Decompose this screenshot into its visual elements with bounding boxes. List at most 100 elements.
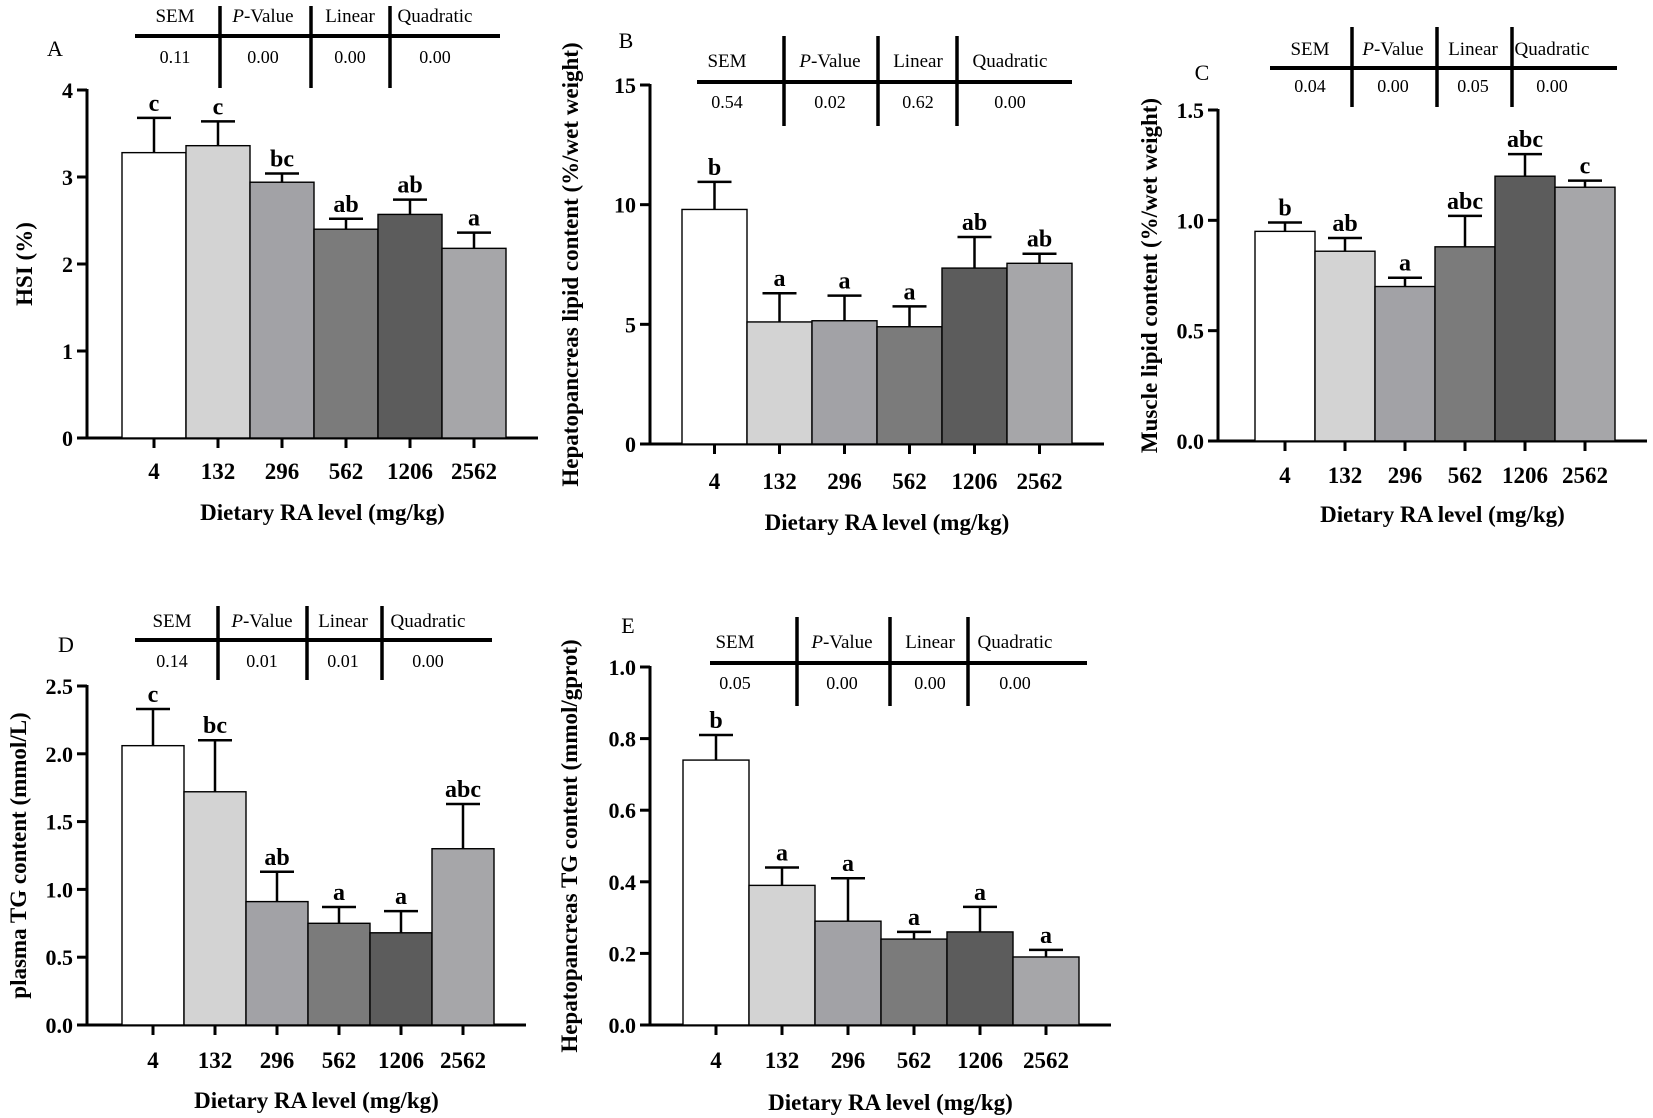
significance-letter: ab bbox=[333, 192, 358, 218]
significance-letter: c bbox=[148, 682, 159, 708]
y-tick-label: 10 bbox=[614, 193, 636, 218]
bar-562 bbox=[876, 326, 943, 445]
x-tick-label: 296 bbox=[1388, 463, 1423, 488]
x-tick-label: 562 bbox=[1448, 463, 1483, 488]
y-tick-label: 0.4 bbox=[609, 870, 637, 895]
stats-header: Quadratic bbox=[1515, 39, 1590, 60]
y-tick-label: 2.5 bbox=[46, 674, 74, 699]
x-axis-label: Dietary RA level (mg/kg) bbox=[200, 500, 445, 525]
stats-value: 0.00 bbox=[999, 673, 1031, 693]
bar-4 bbox=[682, 759, 750, 1026]
significance-letter: a bbox=[904, 279, 916, 305]
significance-letter: a bbox=[333, 880, 345, 906]
bar-1206 bbox=[946, 931, 1014, 1026]
panel-b: B 0 5 10 15 b 4 a 132 a 296 a 562 ab 1206 ab 2562 Dietary… bbox=[558, 28, 1104, 535]
stats-value: 0.62 bbox=[902, 92, 934, 112]
x-tick-label: 132 bbox=[201, 459, 236, 484]
significance-letter: bc bbox=[203, 713, 227, 739]
stats-value: 0.00 bbox=[419, 47, 451, 67]
stats-header: Linear bbox=[905, 632, 955, 653]
stats-header: Linear bbox=[893, 51, 943, 72]
y-tick-label: 1.0 bbox=[609, 655, 637, 680]
y-axis-label: HSI (%) bbox=[12, 222, 37, 306]
y-tick-label: 0.5 bbox=[1177, 319, 1205, 344]
y-tick-label: 2 bbox=[62, 252, 73, 277]
x-tick-label: 4 bbox=[147, 1048, 159, 1073]
bar-2562 bbox=[431, 848, 495, 1026]
bar-562 bbox=[880, 938, 948, 1026]
y-tick-label: 0.2 bbox=[609, 941, 637, 966]
y-tick-label: 3 bbox=[62, 165, 73, 190]
x-tick-label: 2562 bbox=[1023, 1048, 1069, 1073]
y-tick-label: 0.0 bbox=[609, 1013, 637, 1038]
stats-header: Linear bbox=[1448, 39, 1498, 60]
y-tick-label: 1 bbox=[62, 339, 73, 364]
stats-value: 0.05 bbox=[719, 673, 751, 693]
bar-562 bbox=[307, 922, 371, 1026]
stats-value: 0.54 bbox=[711, 92, 743, 112]
stats-header: Linear bbox=[318, 611, 368, 632]
stats-value: 0.01 bbox=[327, 651, 359, 671]
bar-296 bbox=[811, 320, 878, 445]
bar-562 bbox=[313, 228, 379, 439]
x-tick-label: 2562 bbox=[1017, 469, 1063, 494]
stats-header: Linear bbox=[325, 6, 375, 27]
y-tick-label: 0 bbox=[62, 426, 73, 451]
y-tick-label: 4 bbox=[62, 78, 73, 103]
significance-letter: c bbox=[213, 94, 224, 120]
significance-letter: ab bbox=[264, 845, 289, 871]
stats-table: SEM 0.54 P-Value 0.02 Linear 0.62 Quadratic 0.0… bbox=[697, 36, 1072, 126]
stats-header-p-value: P-Value bbox=[810, 632, 872, 653]
significance-letter: abc bbox=[1447, 189, 1483, 215]
x-tick-label: 1206 bbox=[378, 1048, 424, 1073]
stats-value: 0.02 bbox=[814, 92, 846, 112]
significance-letter: a bbox=[839, 269, 851, 295]
panel-letter: E bbox=[621, 613, 634, 638]
y-tick-label: 0.8 bbox=[609, 727, 637, 752]
x-tick-label: 2562 bbox=[440, 1048, 486, 1073]
stats-header-p-value: P-Value bbox=[231, 6, 293, 27]
panel-letter: A bbox=[47, 36, 63, 61]
y-tick-label: 1.0 bbox=[46, 877, 74, 902]
p-value-suffix: -Value bbox=[244, 6, 294, 27]
bar-132 bbox=[1314, 250, 1376, 442]
significance-letter: a bbox=[774, 266, 786, 292]
x-tick-label: 296 bbox=[831, 1048, 866, 1073]
significance-letter: abc bbox=[1507, 127, 1543, 153]
stats-value: 0.00 bbox=[826, 673, 858, 693]
significance-letter: ab bbox=[1332, 211, 1357, 237]
x-tick-label: 1206 bbox=[957, 1048, 1003, 1073]
x-tick-label: 4 bbox=[148, 459, 160, 484]
y-tick-label: 15 bbox=[614, 73, 636, 98]
stats-value: 0.11 bbox=[160, 47, 191, 67]
stats-table: SEM 0.04 P-Value 0.00 Linear 0.05 Quadratic 0.0… bbox=[1270, 27, 1617, 107]
stats-table: SEM 0.05 P-Value 0.00 Linear 0.00 Quadratic 0.0… bbox=[710, 617, 1087, 706]
x-tick-label: 562 bbox=[897, 1048, 932, 1073]
p-value-suffix: -Value bbox=[243, 611, 293, 632]
bar-1206 bbox=[1494, 175, 1556, 442]
stats-value: 0.00 bbox=[247, 47, 279, 67]
p-value-suffix: -Value bbox=[811, 51, 861, 72]
x-axis-label: Dietary RA level (mg/kg) bbox=[194, 1088, 439, 1113]
p-italic: P bbox=[798, 51, 811, 72]
panel-c: C 0.0 0.5 1.0 1.5 b 4 ab 132 a 296 abc 562 abc 1206 c 25… bbox=[1137, 27, 1647, 527]
stats-value: 0.00 bbox=[994, 92, 1026, 112]
p-italic: P bbox=[1361, 39, 1374, 60]
panel-letter: D bbox=[58, 632, 74, 657]
significance-letter: a bbox=[1040, 923, 1052, 949]
x-axis-label: Dietary RA level (mg/kg) bbox=[1320, 502, 1565, 527]
x-tick-label: 296 bbox=[260, 1048, 295, 1073]
stats-header: Quadratic bbox=[978, 632, 1053, 653]
stats-header: Quadratic bbox=[973, 51, 1048, 72]
x-tick-label: 562 bbox=[892, 469, 927, 494]
stats-header: SEM bbox=[1290, 39, 1329, 60]
bar-1206 bbox=[377, 213, 443, 439]
significance-letter: a bbox=[776, 840, 788, 866]
stats-value: 0.14 bbox=[156, 651, 188, 671]
p-italic: P bbox=[810, 632, 823, 653]
p-value-suffix: -Value bbox=[1374, 39, 1424, 60]
stats-header: Quadratic bbox=[398, 6, 473, 27]
bar-296 bbox=[249, 181, 315, 439]
significance-letter: c bbox=[1580, 154, 1591, 180]
